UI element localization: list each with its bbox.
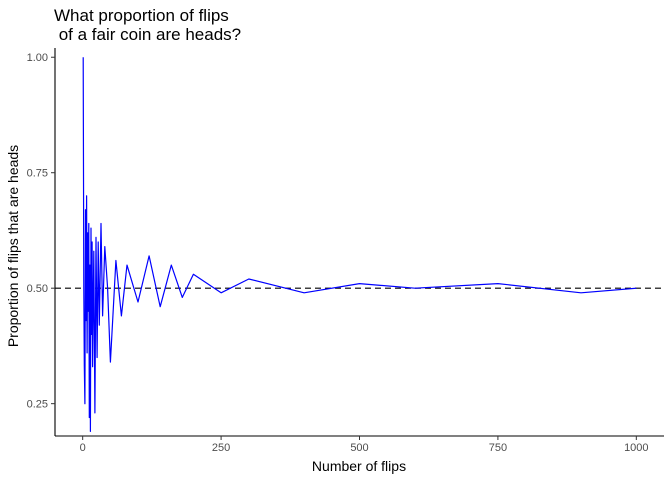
- y-tick-label: 0.50: [27, 283, 48, 295]
- plot-area: [55, 57, 664, 432]
- y-axis-title: Proportion of flips that are heads: [5, 145, 21, 347]
- chart-title: What proportion of flips of a fair coin …: [54, 6, 242, 44]
- y-tick-label: 0.25: [27, 399, 48, 411]
- axes: 0 250 500 750 1000 0.25 0.50 0.75 1.00: [27, 48, 664, 454]
- series-line: [82, 57, 637, 432]
- x-tick-label: 250: [212, 442, 230, 454]
- x-axis-title: Number of flips: [312, 458, 406, 474]
- y-tick-label: 0.75: [27, 168, 48, 180]
- x-tick-label: 500: [350, 442, 368, 454]
- x-tick-label: 1000: [624, 442, 648, 454]
- x-tick-label: 750: [489, 442, 507, 454]
- x-tick-label: 0: [80, 442, 86, 454]
- y-tick-label: 1.00: [27, 52, 48, 64]
